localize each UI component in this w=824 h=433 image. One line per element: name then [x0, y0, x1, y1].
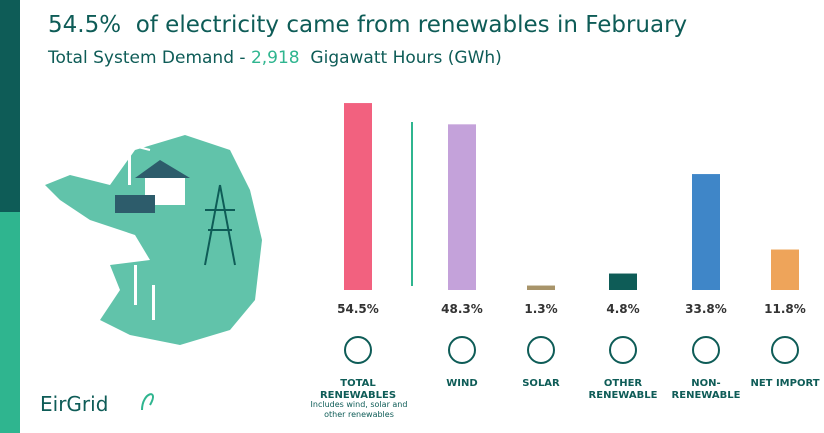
subtitle-text: Total System Demand - [48, 48, 251, 68]
side-stripe [0, 0, 20, 212]
category-label: SOLAR [522, 378, 560, 389]
turbine-icon [128, 145, 131, 185]
logo-swoosh [141, 393, 154, 411]
side-stripe [0, 212, 20, 433]
category-icon [771, 336, 799, 364]
turbine-icon [152, 285, 155, 320]
value-label: 11.8% [764, 302, 806, 316]
bar [448, 124, 476, 291]
category-icon [527, 336, 555, 364]
logo: EirGrid [40, 392, 109, 416]
category-label: OTHER RENEWABLE [588, 378, 658, 401]
value-label: 48.3% [441, 302, 483, 316]
bar [344, 103, 372, 290]
category-icon [692, 336, 720, 364]
title: 54.5% of electricity came from renewable… [48, 12, 688, 38]
bar [771, 249, 799, 290]
turbine-icon [134, 265, 137, 305]
value-label: 33.8% [685, 302, 727, 316]
bar [692, 174, 720, 290]
map [45, 135, 262, 345]
pylon-icon [204, 184, 236, 266]
category-label: WIND [446, 378, 478, 389]
value-label: 4.8% [606, 302, 640, 316]
value-label: 1.3% [524, 302, 558, 316]
category-icon [344, 336, 372, 364]
value-label: 54.5% [337, 302, 379, 316]
category-label: NON-RENEWABLE [671, 378, 741, 401]
category-icon [609, 336, 637, 364]
demand: 2,918 [250, 48, 300, 68]
note: Includes wind, solar and other renewable… [310, 400, 408, 419]
category-icon [448, 336, 476, 364]
subtitle-unit: Gigawatt Hours (GWh) [299, 48, 502, 68]
subtitle: Total System Demand - 2,918 Gigawatt Hou… [48, 48, 502, 68]
bar [527, 285, 555, 290]
bar [609, 273, 637, 290]
solar-panel-icon [115, 195, 155, 213]
house-icon [135, 160, 190, 178]
category-label: TOTAL RENEWABLES [319, 378, 397, 401]
category-label: NET IMPORT [750, 378, 820, 389]
